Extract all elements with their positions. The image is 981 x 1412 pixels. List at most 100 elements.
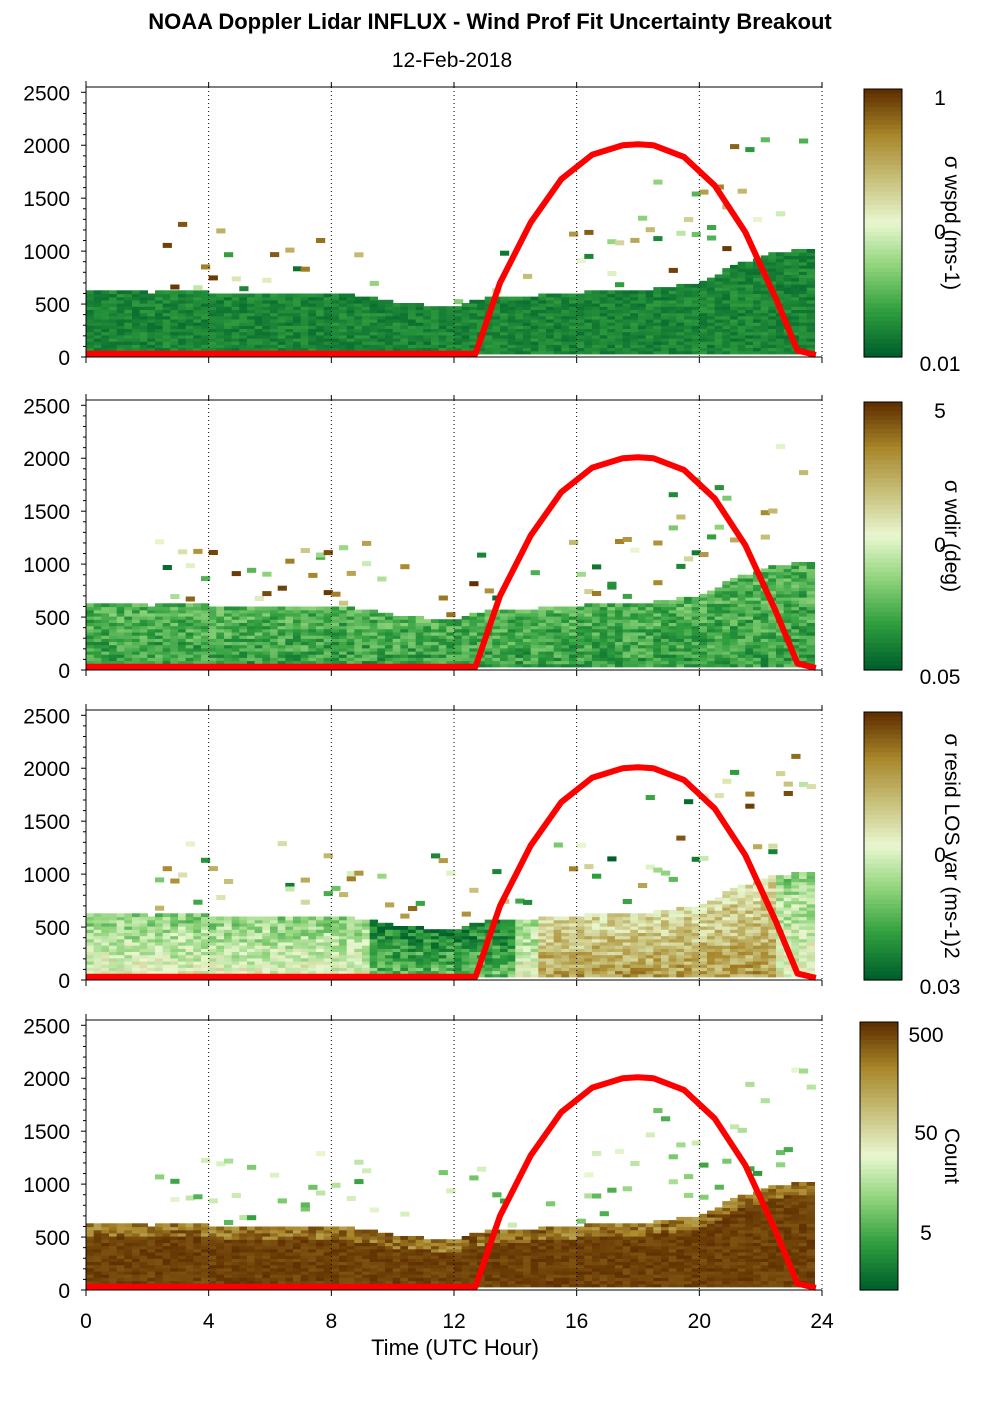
heatmap-cell — [699, 296, 708, 301]
heatmap-cell — [385, 660, 394, 665]
heatmap-cell — [576, 660, 585, 665]
heatmap-cell — [293, 341, 302, 345]
heatmap-cell — [124, 635, 133, 639]
heatmap-cell — [262, 341, 271, 345]
heatmap-cell — [523, 625, 532, 630]
heatmap-cell — [369, 347, 378, 352]
heatmap-cell — [592, 344, 601, 349]
heatmap-cell — [101, 315, 110, 320]
heatmap-cell — [170, 322, 179, 326]
heatmap-cell — [630, 612, 639, 617]
heatmap-cell — [139, 932, 148, 937]
heatmap-cell — [316, 650, 325, 655]
heatmap-cell — [216, 609, 225, 614]
heatmap-cell — [561, 622, 570, 627]
heatmap-cell — [722, 331, 731, 336]
heatmap-cell — [86, 957, 95, 962]
heatmap-cell — [331, 922, 340, 927]
heatmap-cell — [707, 603, 716, 608]
heatmap-cell — [776, 660, 785, 665]
heatmap-cell — [454, 309, 463, 314]
heatmap-cell — [699, 657, 708, 662]
heatmap-cell — [316, 306, 325, 310]
heatmap-cell — [630, 663, 639, 668]
heatmap-cell — [293, 347, 302, 352]
heatmap-cell — [592, 628, 601, 633]
heatmap-cell — [185, 660, 194, 665]
heatmap-cell — [224, 951, 233, 956]
heatmap-cell — [745, 328, 754, 333]
heatmap-cell — [661, 660, 670, 665]
heatmap-cell — [446, 635, 455, 639]
heatmap-cell — [515, 337, 524, 342]
heatmap-cell — [538, 635, 547, 639]
heatmap-cell — [109, 660, 118, 665]
heatmap-cell — [645, 227, 655, 233]
heatmap-cell — [737, 644, 746, 649]
heatmap-cell — [722, 581, 731, 585]
heatmap-cell — [714, 654, 723, 658]
heatmap-cell — [438, 619, 447, 623]
heatmap-cell — [116, 309, 125, 314]
heatmap-cell — [492, 334, 501, 339]
heatmap-cell — [561, 306, 570, 310]
heatmap-cell — [132, 916, 141, 921]
heatmap-cell — [277, 631, 286, 636]
heatmap-cell — [155, 318, 164, 323]
heatmap-cell — [783, 296, 792, 301]
heatmap-cell — [776, 328, 785, 333]
heatmap-cell — [745, 647, 754, 652]
heatmap-cell — [561, 344, 570, 349]
heatmap-cell — [546, 650, 555, 655]
heatmap-cell — [254, 299, 263, 304]
heatmap-cell — [231, 341, 240, 345]
heatmap-cell — [385, 306, 394, 310]
heatmap-cell — [607, 334, 616, 339]
heatmap-cell — [523, 663, 532, 668]
heatmap-cell — [438, 625, 447, 630]
heatmap-cell — [147, 331, 156, 336]
heatmap-cell — [415, 322, 424, 326]
heatmap-cell — [806, 280, 815, 285]
heatmap-cell — [553, 635, 562, 639]
heatmap-cell — [776, 344, 785, 349]
heatmap-cell — [684, 217, 694, 223]
heatmap-cell — [607, 650, 616, 655]
heatmap-cell — [615, 650, 624, 655]
heatmap-cell — [592, 312, 601, 317]
heatmap-cell — [546, 663, 555, 668]
heatmap-cell — [262, 334, 271, 339]
heatmap-cell — [116, 660, 125, 665]
colorbar-swatch — [864, 164, 902, 170]
heatmap-cell — [262, 622, 271, 627]
heatmap-cell — [377, 612, 386, 617]
heatmap-cell — [178, 315, 187, 320]
heatmap-cell — [799, 325, 808, 329]
heatmap-cell — [178, 337, 187, 342]
heatmap-cell — [507, 635, 516, 639]
heatmap-cell — [569, 325, 578, 329]
heatmap-cell — [408, 312, 417, 317]
heatmap-cell — [178, 303, 187, 307]
heatmap-cell — [300, 293, 309, 298]
heatmap-cell — [162, 654, 171, 658]
heatmap-cell — [293, 331, 302, 336]
heatmap-cell — [316, 929, 325, 933]
heatmap-cell — [201, 337, 210, 342]
heatmap-cell — [270, 916, 279, 921]
heatmap-cell — [101, 344, 110, 349]
heatmap-cell — [216, 957, 225, 962]
heatmap-cell — [484, 638, 493, 642]
heatmap-cell — [109, 913, 118, 918]
heatmap-cell — [170, 945, 179, 949]
heatmap-cell — [461, 347, 470, 352]
heatmap-cell — [254, 616, 263, 620]
heatmap-cell — [745, 283, 754, 288]
heatmap-cell — [469, 341, 478, 345]
heatmap-cell — [515, 631, 524, 636]
heatmap-cell — [201, 299, 210, 304]
heatmap-cell — [86, 344, 95, 349]
heatmap-cell — [607, 315, 616, 320]
heatmap-cell — [101, 612, 110, 617]
heatmap-cell — [776, 631, 785, 636]
